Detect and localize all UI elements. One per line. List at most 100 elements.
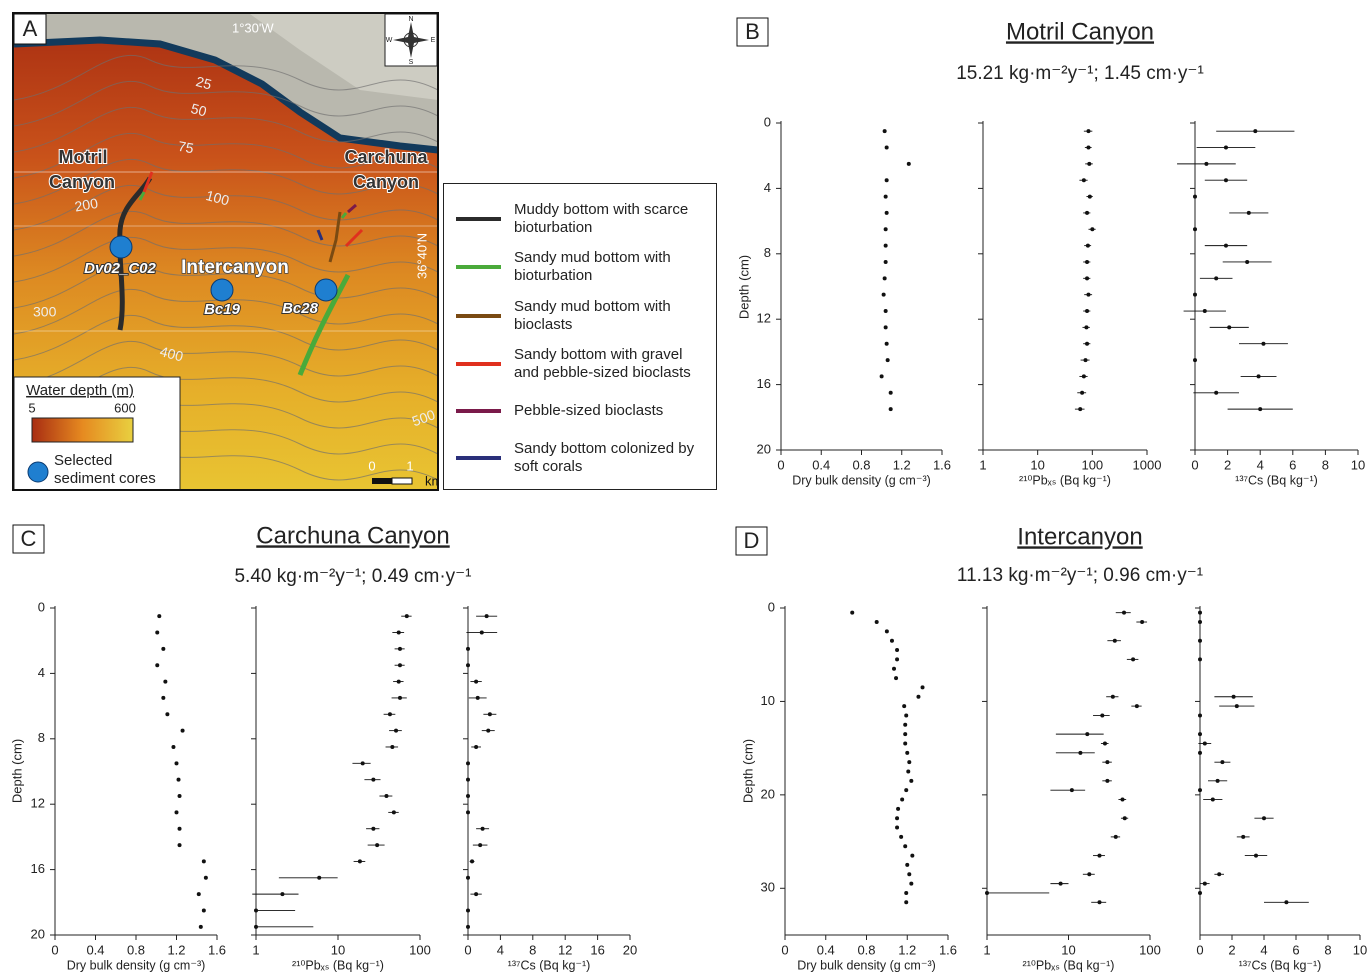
x-axis-label: ²¹⁰Pbₓₛ (Bq kg⁻¹) <box>1023 958 1115 972</box>
data-point <box>479 630 484 635</box>
data-point <box>1085 259 1090 264</box>
data-point <box>254 924 258 929</box>
data-point <box>1198 713 1202 718</box>
data-point <box>397 646 402 651</box>
legend-swatch <box>456 362 501 366</box>
data-point <box>404 614 409 619</box>
compass-letter: E <box>431 37 436 44</box>
canyon-sandy-mud <box>138 191 146 201</box>
x-tick-label: 100 <box>1081 457 1103 472</box>
data-point <box>883 259 888 264</box>
data-point <box>885 358 890 363</box>
panel-label: D <box>744 528 760 553</box>
data-point <box>487 712 492 717</box>
data-point <box>1241 834 1246 839</box>
data-point <box>904 713 909 718</box>
y-tick-label: 4 <box>764 180 771 195</box>
contour-line <box>14 158 438 205</box>
data-point <box>1122 816 1127 821</box>
panel-label-box <box>735 526 768 556</box>
x-tick-label: 100 <box>409 942 431 957</box>
legend-item: Sandy bottom colonized by soft corals <box>444 440 716 476</box>
data-point <box>895 648 900 653</box>
data-point <box>161 646 166 651</box>
coastline <box>14 36 438 154</box>
data-point <box>466 875 470 880</box>
data-point <box>1080 390 1085 395</box>
contour-line <box>14 80 438 127</box>
canyon-bioclasts <box>328 211 342 263</box>
data-point <box>884 210 889 215</box>
core-label: Bc19 <box>204 301 241 318</box>
data-point <box>879 374 884 379</box>
area-label: Motril <box>59 147 108 167</box>
data-point <box>884 178 889 183</box>
data-point <box>1085 341 1090 346</box>
data-point <box>1131 657 1136 662</box>
data-point <box>171 744 176 749</box>
contour-label: 75 <box>177 138 195 156</box>
land-detail <box>120 14 438 100</box>
data-point <box>1085 243 1090 248</box>
legend-swatch <box>456 456 501 460</box>
area-label: Canyon <box>353 172 419 192</box>
data-point <box>1198 610 1202 615</box>
contour-label: 200 <box>73 195 99 215</box>
depth-legend-min: 5 <box>28 400 35 415</box>
compass-letter: N <box>408 16 413 23</box>
x-tick-label: 4 <box>1260 942 1267 957</box>
chart-title: Intercanyon <box>1017 523 1142 550</box>
data-point <box>882 129 887 134</box>
data-point <box>474 892 479 897</box>
data-point <box>1081 178 1086 183</box>
data-point <box>375 843 380 848</box>
chart-subtitle: 11.13 kg·m⁻²y⁻¹; 0.96 cm·y⁻¹ <box>957 565 1203 586</box>
data-point <box>474 744 479 749</box>
legend-label: Sandy bottom colonized by soft corals <box>514 440 695 475</box>
data-point <box>180 728 185 733</box>
data-point <box>317 875 322 880</box>
data-point <box>1261 341 1266 346</box>
panel-label: C <box>21 526 37 551</box>
data-point <box>480 826 485 831</box>
data-point <box>902 704 907 709</box>
core-label: Dv02_C02 <box>84 260 156 277</box>
x-axis-label: Dry bulk density (g cm⁻³) <box>792 473 931 487</box>
y-tick-label: 20 <box>31 926 45 941</box>
data-point <box>466 908 470 913</box>
data-point <box>884 629 889 634</box>
core-legend-symbol <box>27 461 49 483</box>
x-axis-label: ²¹⁰Pbₓₛ (Bq kg⁻¹) <box>292 958 384 972</box>
core-site <box>109 235 133 259</box>
x-tick-label: 12 <box>558 942 572 957</box>
contour-line <box>14 210 438 257</box>
data-point <box>903 844 908 849</box>
data-point <box>1198 890 1202 895</box>
map: 25 50 75 100 200 300 400 500 1°30'W 36°4… <box>14 14 438 490</box>
data-point <box>1284 900 1289 905</box>
x-tick-label: 1.6 <box>933 457 951 472</box>
longitude: 1°30'W <box>232 20 274 35</box>
data-point <box>466 794 470 799</box>
data-point <box>466 646 470 651</box>
data-point <box>155 630 160 635</box>
x-axis-label: Dry bulk density (g cm⁻³) <box>797 958 936 972</box>
data-point <box>1198 750 1202 755</box>
legend-item: Sandy mud bottom with bioclasts <box>444 298 716 334</box>
data-point <box>1198 732 1202 737</box>
panel-label-box <box>736 17 769 47</box>
data-point <box>907 872 912 877</box>
data-point <box>470 859 475 864</box>
scale-bar <box>372 478 392 484</box>
data-point <box>397 663 402 668</box>
x-tick-label: 10 <box>1353 942 1367 957</box>
contour-label: 500 <box>410 406 438 429</box>
data-point <box>1085 210 1090 215</box>
y-tick-label: 0 <box>38 599 45 614</box>
panel-label-box <box>12 524 45 554</box>
depth-legend-title: Water depth (m) <box>26 382 134 399</box>
data-point <box>881 292 886 297</box>
data-point <box>1105 778 1110 783</box>
contour-line <box>14 106 438 153</box>
data-point <box>904 890 909 895</box>
